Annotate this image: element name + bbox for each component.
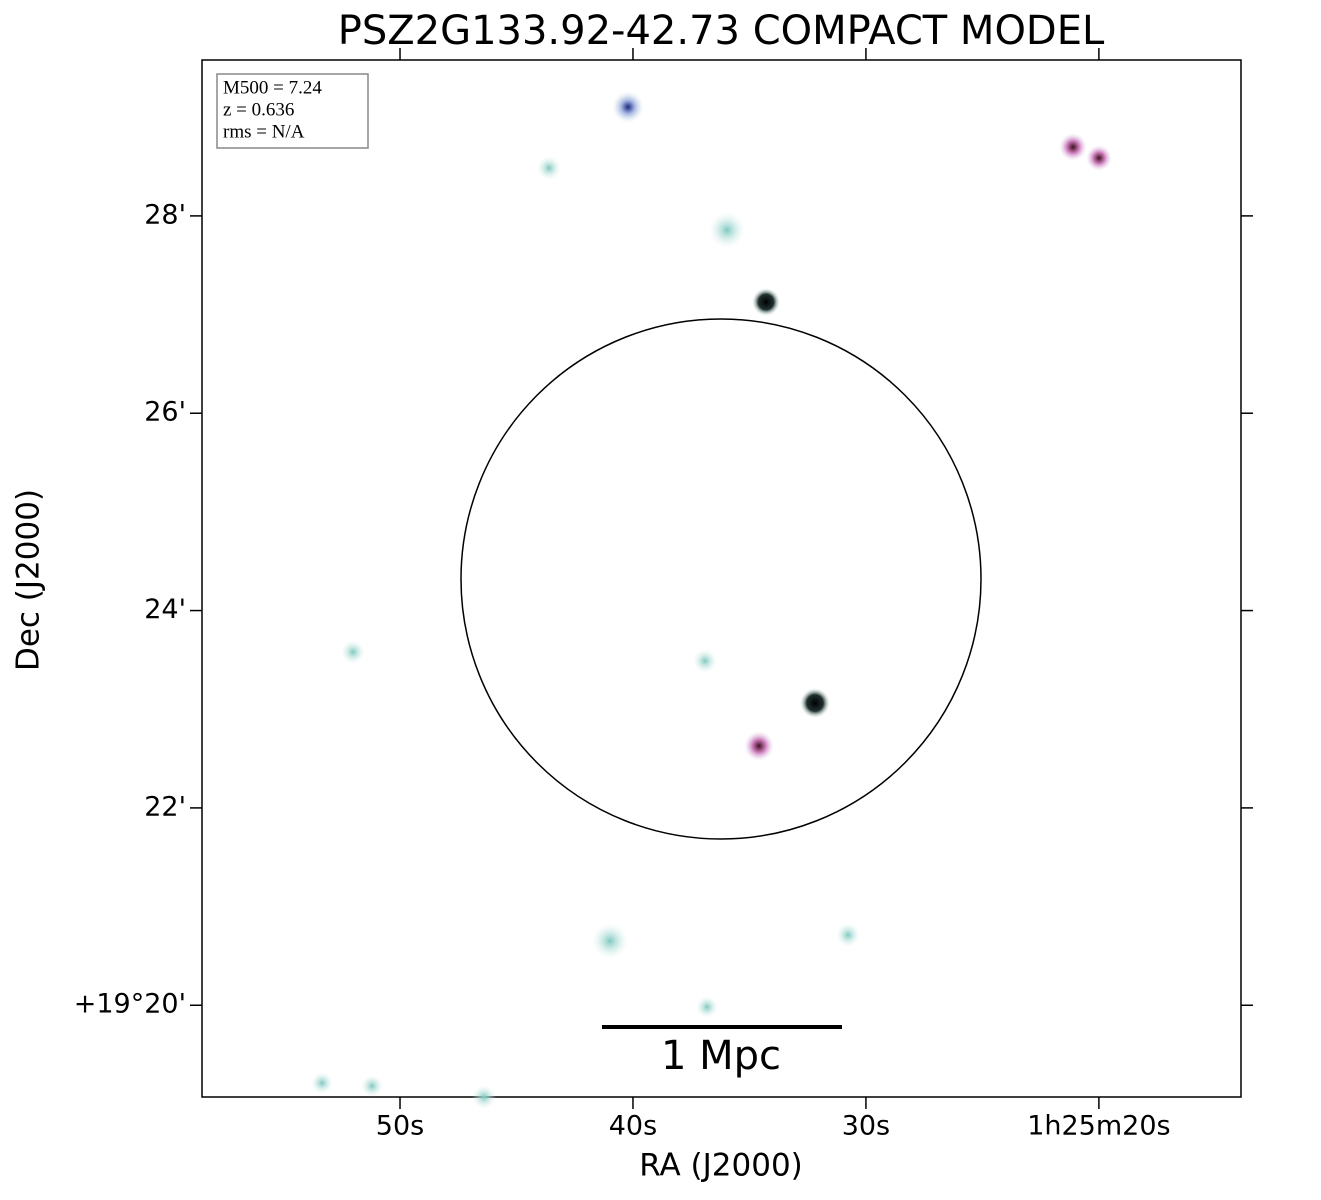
info-text: rms = N/A [223, 121, 305, 142]
info-box [216, 73, 369, 149]
info-text: M500 = 7.24 [223, 77, 322, 98]
x-tick-label: 1h25m20s [1027, 1111, 1170, 1142]
y-axis-label: Dec (J2000) [11, 489, 47, 671]
y-tick-label: 22' [144, 791, 186, 822]
x-tick-label: 50s [376, 1111, 424, 1142]
sources [311, 91, 1112, 1109]
x-tick-label: 40s [609, 1111, 657, 1142]
y-tick-label: 26' [144, 397, 186, 428]
info-text: z = 0.636 [223, 99, 294, 120]
y-tick-label: +19°20' [74, 989, 186, 1020]
y-tick-label: 28' [144, 199, 186, 230]
scale-bar-label: 1 Mpc [661, 1033, 781, 1079]
chart-title: PSZ2G133.92-42.73 COMPACT MODEL [338, 8, 1105, 54]
x-tick-label: 30s [842, 1111, 890, 1142]
x-axis-label: RA (J2000) [639, 1148, 803, 1184]
y-tick-label: 24' [144, 594, 186, 625]
aperture-circle [460, 318, 982, 840]
